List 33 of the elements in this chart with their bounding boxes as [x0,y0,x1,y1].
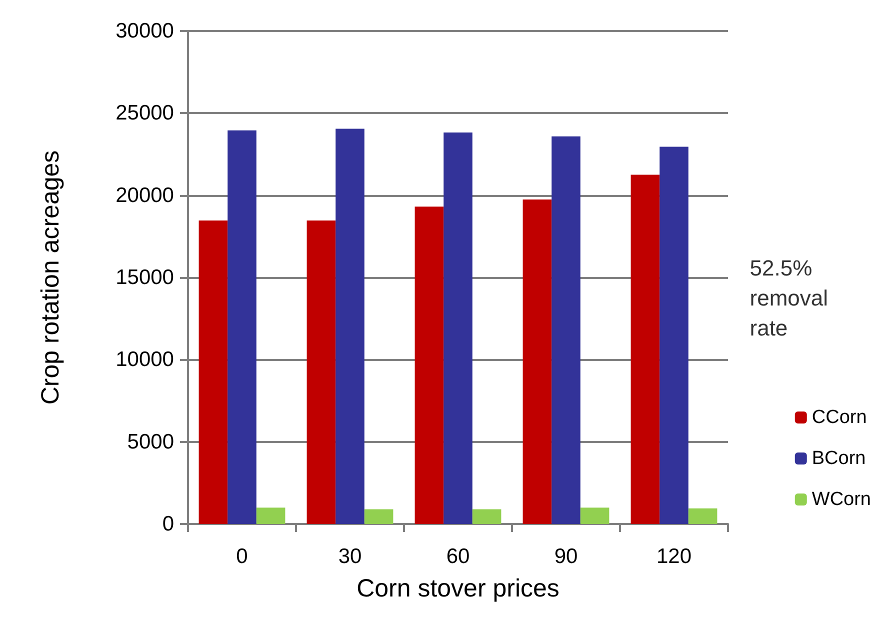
y-tick-label: 30000 [116,20,174,42]
y-tick-label: 15000 [116,266,174,289]
bar [306,220,336,524]
y-tick-label: 10000 [116,348,174,372]
x-tick-label: 90 [554,545,578,568]
legend-label: BCorn [812,448,866,469]
x-tick-label: 30 [338,545,362,568]
bar [688,508,718,524]
legend-label: CCorn [812,407,867,428]
bar [552,136,580,524]
bar [472,509,502,524]
y-tick-label: 5000 [127,430,174,454]
bar [630,174,660,524]
bar [444,132,472,524]
y-tick-label: 20000 [116,184,174,207]
text: 52.5% removal rate [750,256,828,340]
bar [198,220,228,524]
bar [364,509,394,524]
y-tick-label: 0 [162,512,174,536]
bar [256,508,286,524]
bar [660,146,688,524]
x-tick-label: 120 [656,545,692,568]
bar [336,128,364,524]
x-axis-title: Corn stover prices [356,574,560,602]
bar [414,206,444,524]
bar [522,199,552,524]
bar [580,508,610,524]
bar [228,130,256,524]
y-tick-label: 25000 [116,102,174,125]
legend-label: WCorn [812,489,872,510]
x-tick-label: 0 [236,545,248,568]
y-axis-title: Crop rotation acreages [36,150,64,405]
x-tick-label: 60 [446,545,470,568]
